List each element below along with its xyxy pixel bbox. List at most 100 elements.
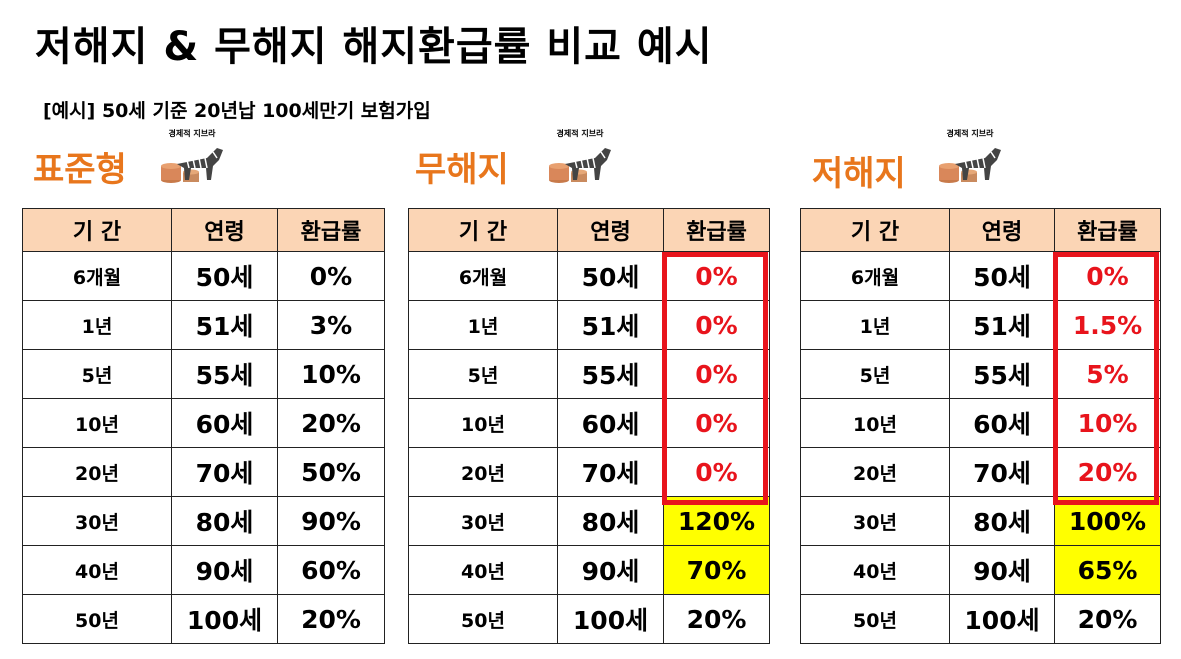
- col-header-period: 기 간: [408, 208, 558, 252]
- cell-rate: 0%: [663, 398, 770, 448]
- cell-age: 70세: [171, 447, 278, 497]
- col-header-rate: 환급률: [663, 208, 770, 252]
- cell-rate: 20%: [1054, 594, 1161, 644]
- cell-period: 10년: [800, 398, 950, 448]
- cell-age: 51세: [949, 300, 1055, 350]
- col-header-rate: 환급률: [277, 208, 385, 252]
- table-row: 20년 70세 50%: [22, 447, 385, 497]
- table-row: 40년 90세 60%: [22, 545, 385, 595]
- cell-age: 50세: [949, 251, 1055, 301]
- table-row: 10년 60세 20%: [22, 398, 385, 448]
- cell-age: 70세: [949, 447, 1055, 497]
- cell-age: 51세: [171, 300, 278, 350]
- cell-period: 1년: [22, 300, 172, 350]
- table-row: 50년 100세 20%: [408, 594, 770, 644]
- cell-age: 100세: [171, 594, 278, 644]
- cell-rate: 20%: [663, 594, 770, 644]
- cell-age: 80세: [949, 496, 1055, 546]
- col-header-age: 연령: [171, 208, 278, 252]
- cell-rate: 90%: [277, 496, 385, 546]
- cell-rate: 60%: [277, 545, 385, 595]
- table-row: 50년 100세 20%: [800, 594, 1161, 644]
- zebra-logo: 경제적 지브라: [545, 128, 615, 188]
- low-surrender-heading: 저해지: [812, 154, 906, 194]
- cell-rate: 1.5%: [1054, 300, 1161, 350]
- col-header-period: 기 간: [22, 208, 172, 252]
- zebra-coins-icon: [939, 148, 1001, 183]
- table-row: 30년 80세 90%: [22, 496, 385, 546]
- cell-rate: 3%: [277, 300, 385, 350]
- zebra-coins-icon: [549, 148, 611, 183]
- no-surrender-heading: 무해지: [415, 150, 509, 190]
- cell-age: 55세: [171, 349, 278, 399]
- cell-rate: 20%: [277, 594, 385, 644]
- page-title: 저해지 & 무해지 해지환급률 비교 예시: [35, 24, 713, 70]
- cell-rate: 65%: [1054, 545, 1161, 595]
- cell-rate: 20%: [277, 398, 385, 448]
- cell-age: 70세: [557, 447, 664, 497]
- cell-rate: 10%: [1054, 398, 1161, 448]
- table-row: 50년 100세 20%: [22, 594, 385, 644]
- table-row: 1년 51세 3%: [22, 300, 385, 350]
- cell-rate: 70%: [663, 545, 770, 595]
- low-surrender-table: 기 간 연령 환급률 6개월 50세 0% 1년 51세 1.5% 5년 55세 5% 10…: [800, 208, 1161, 644]
- cell-period: 40년: [800, 545, 950, 595]
- table-row: 5년 55세 0%: [408, 349, 770, 399]
- cell-period: 50년: [22, 594, 172, 644]
- cell-period: 50년: [408, 594, 558, 644]
- cell-period: 50년: [800, 594, 950, 644]
- cell-period: 20년: [408, 447, 558, 497]
- cell-period: 20년: [800, 447, 950, 497]
- cell-age: 60세: [557, 398, 664, 448]
- cell-age: 80세: [171, 496, 278, 546]
- cell-age: 90세: [949, 545, 1055, 595]
- cell-age: 50세: [171, 251, 278, 301]
- table-row: 6개월 50세 0%: [22, 251, 385, 301]
- cell-period: 1년: [408, 300, 558, 350]
- cell-age: 55세: [949, 349, 1055, 399]
- cell-period: 6개월: [408, 251, 558, 301]
- table-row: 5년 55세 5%: [800, 349, 1161, 399]
- cell-rate: 10%: [277, 349, 385, 399]
- cell-age: 60세: [171, 398, 278, 448]
- cell-period: 20년: [22, 447, 172, 497]
- cell-period: 5년: [800, 349, 950, 399]
- no-surrender-table: 기 간 연령 환급률 6개월 50세 0% 1년 51세 0% 5년 55세 0% 10년 6…: [408, 208, 770, 644]
- zebra-coins-icon: [161, 148, 223, 183]
- highlight-box: [1053, 252, 1159, 505]
- col-header-rate: 환급률: [1054, 208, 1161, 252]
- cell-age: 50세: [557, 251, 664, 301]
- logo-text: 경제적 지브라: [556, 129, 604, 138]
- cell-period: 6개월: [22, 251, 172, 301]
- cell-rate: 50%: [277, 447, 385, 497]
- cell-rate: 0%: [663, 349, 770, 399]
- cell-period: 6개월: [800, 251, 950, 301]
- highlight-box: [662, 252, 768, 505]
- cell-period: 30년: [22, 496, 172, 546]
- cell-period: 5년: [22, 349, 172, 399]
- col-header-age: 연령: [557, 208, 664, 252]
- table-row: 1년 51세 0%: [408, 300, 770, 350]
- cell-rate: 0%: [663, 300, 770, 350]
- cell-age: 90세: [171, 545, 278, 595]
- cell-age: 80세: [557, 496, 664, 546]
- cell-age: 55세: [557, 349, 664, 399]
- cell-period: 5년: [408, 349, 558, 399]
- table-row: 1년 51세 1.5%: [800, 300, 1161, 350]
- table-row: 40년 90세 70%: [408, 545, 770, 595]
- cell-age: 60세: [949, 398, 1055, 448]
- cell-age: 100세: [557, 594, 664, 644]
- standard-heading: 표준형: [33, 150, 127, 190]
- cell-period: 1년: [800, 300, 950, 350]
- cell-period: 30년: [408, 496, 558, 546]
- cell-rate: 0%: [663, 447, 770, 497]
- cell-period: 40년: [408, 545, 558, 595]
- table-row: 10년 60세 0%: [408, 398, 770, 448]
- cell-age: 51세: [557, 300, 664, 350]
- cell-age: 100세: [949, 594, 1055, 644]
- logo-text: 경제적 지브라: [946, 129, 994, 138]
- logo-text: 경제적 지브라: [168, 129, 216, 138]
- col-header-age: 연령: [949, 208, 1055, 252]
- cell-age: 90세: [557, 545, 664, 595]
- page-subtitle: [예시] 50세 기준 20년납 100세만기 보험가입: [43, 100, 431, 122]
